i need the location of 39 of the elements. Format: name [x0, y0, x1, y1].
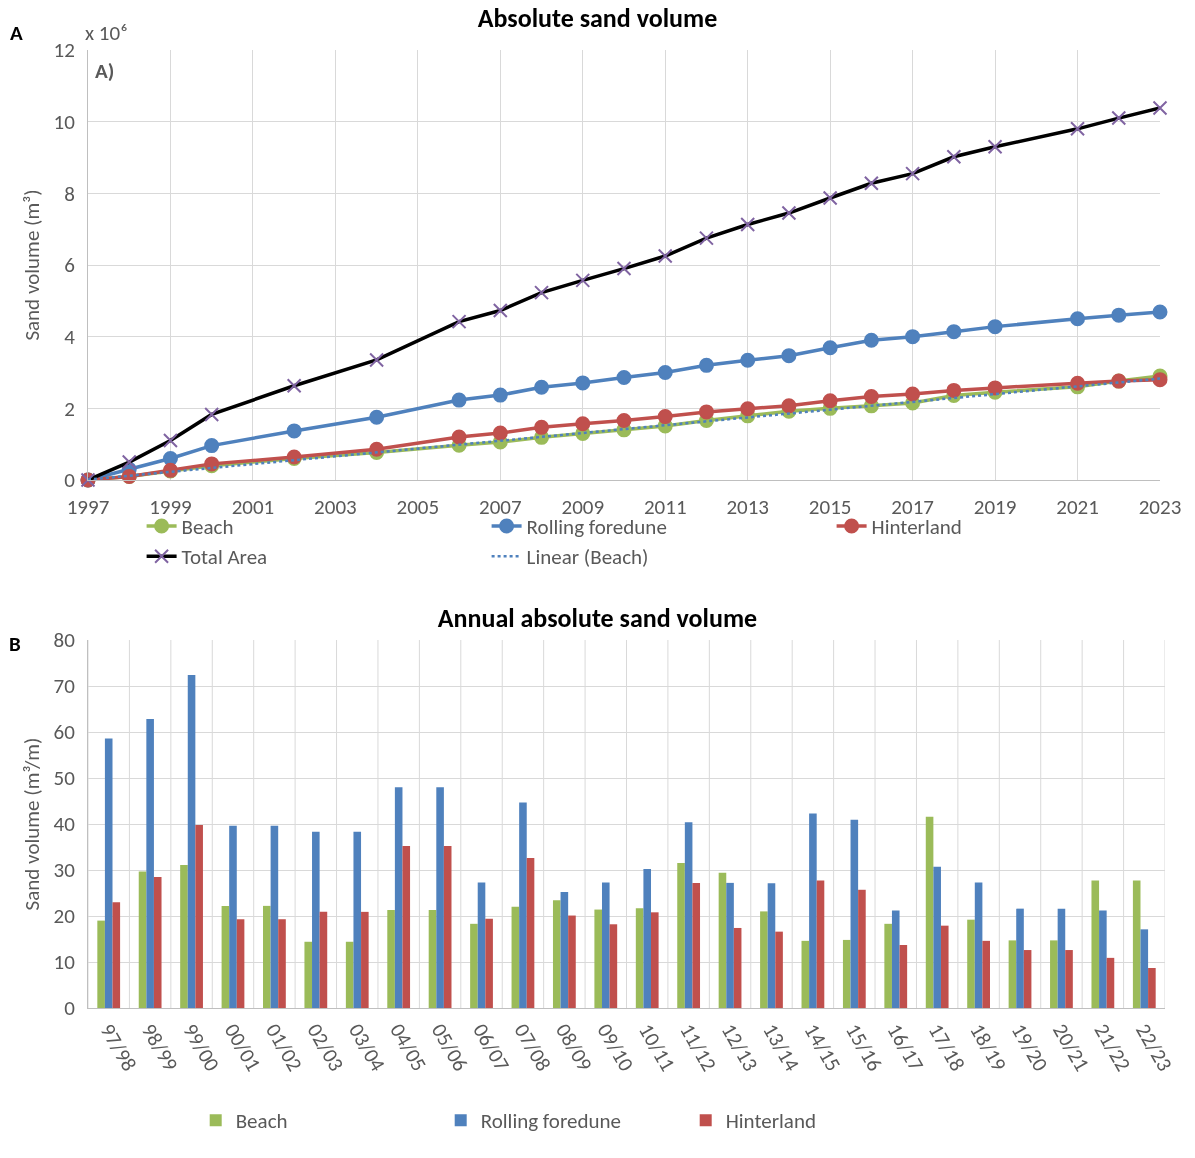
y-tick-label: 40: [53, 811, 76, 838]
x-tick-label: 2013: [726, 494, 769, 521]
x-tick-label: 2003: [314, 494, 357, 521]
text: B: [9, 631, 21, 657]
text: A: [10, 20, 23, 46]
x-tick-label: 2019: [973, 494, 1017, 521]
y-tick-label: 2: [64, 395, 75, 422]
x-tick-label: 2015: [808, 494, 852, 521]
y-tick-label: 0: [64, 467, 76, 494]
y-tick-label: 10: [53, 109, 76, 136]
y-axis-title: Sand volume (m³): [18, 189, 45, 341]
y-tick-label: 80: [53, 627, 76, 654]
legend-label: Total Area: [181, 544, 268, 571]
x-tick-label: 2007: [479, 494, 522, 521]
y-tick-label: 10: [53, 949, 76, 976]
text: x 10⁶: [85, 20, 128, 46]
y-tick-label: 50: [53, 765, 76, 792]
x-tick-label: 2001: [231, 494, 275, 521]
y-tick-label: 60: [53, 719, 76, 746]
y-tick-label: 70: [53, 673, 76, 700]
chart-title: Annual absolute sand volume: [437, 601, 758, 634]
y-tick-label: 0: [64, 995, 76, 1022]
chart-title: Absolute sand volume: [477, 2, 718, 35]
legend-label: Hinterland: [725, 1108, 816, 1135]
x-tick-label: 2021: [1056, 494, 1099, 521]
legend-label: Beach: [235, 1108, 288, 1135]
y-axis-title: Sand volume (m³/m): [18, 737, 45, 911]
y-tick-label: 30: [53, 857, 76, 884]
y-tick-label: 12: [53, 37, 75, 64]
legend-label: Linear (Beach): [526, 544, 649, 571]
y-tick-label: 4: [64, 324, 76, 351]
x-tick-label: 2005: [396, 494, 440, 521]
x-tick-label: 2023: [1138, 494, 1182, 521]
y-tick-label: 6: [64, 252, 75, 279]
annotation: A): [95, 58, 115, 84]
y-tick-label: 20: [53, 903, 76, 930]
legend-label: Rolling foredune: [480, 1108, 621, 1135]
x-tick-label: 1997: [66, 494, 110, 521]
y-tick-label: 8: [64, 180, 75, 207]
